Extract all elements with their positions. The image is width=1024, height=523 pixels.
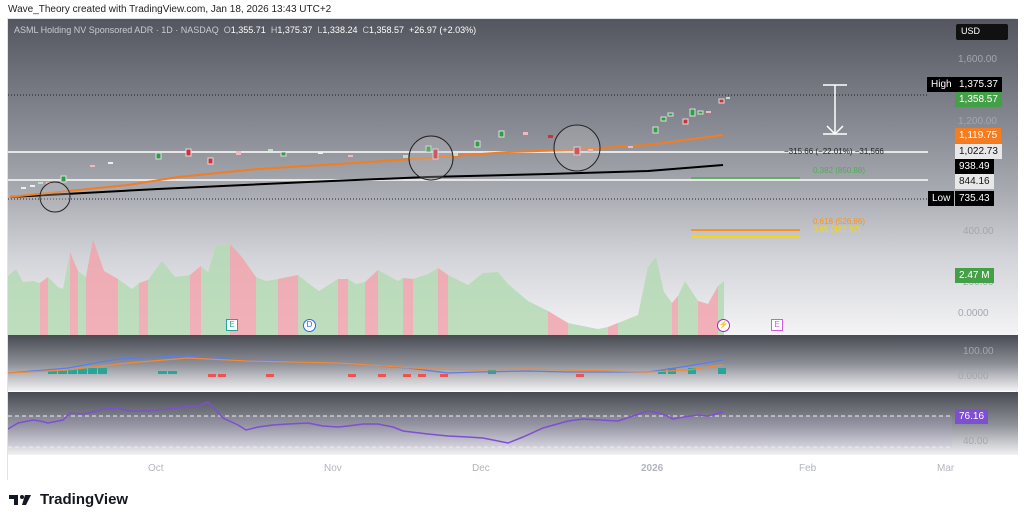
low-price-label: 735.43: [955, 191, 994, 206]
close-value: 1,358.57: [368, 25, 405, 35]
pane-separator[interactable]: [8, 335, 1018, 336]
last-price-label: 1,358.57: [955, 92, 1002, 107]
upcoming-earnings-icon[interactable]: E: [771, 319, 783, 331]
symbol-name: ASML Holding NV Sponsored ADR · 1D · NAS…: [14, 25, 219, 35]
price-tick: 0.0000: [958, 308, 989, 319]
fib-0618-label: 0.618 (526.86): [813, 217, 866, 226]
price-plot: [8, 84, 928, 335]
chart-credit: Wave_Theory created with TradingView.com…: [8, 4, 332, 15]
tradingview-logo-icon: [9, 494, 31, 505]
macd-tick: 0.0000: [958, 371, 989, 382]
ema-orange-label: 1,119.75: [955, 128, 1002, 143]
pane-separator[interactable]: [8, 392, 1018, 393]
change-value: +26.97 (+2.03%): [409, 25, 477, 35]
high-tag: High: [927, 77, 956, 92]
earnings-event-icon[interactable]: E: [226, 319, 238, 331]
time-axis[interactable]: Oct Nov Dec 2026 Feb Mar: [8, 455, 1018, 481]
candles: [21, 97, 730, 189]
high-value: 1,375.37: [277, 25, 313, 35]
dividend-event-icon[interactable]: D: [303, 319, 316, 332]
ema-black-label: 938.49: [955, 159, 994, 174]
time-label-2026: 2026: [641, 463, 664, 474]
low-tag: Low: [928, 191, 955, 206]
open-label: O: [223, 25, 231, 35]
macd-pane[interactable]: 100.00 0.0000: [8, 336, 1018, 391]
fib-0382-label: 0.382 (850.88): [813, 166, 866, 175]
time-label-oct: Oct: [148, 463, 164, 474]
currency-button[interactable]: USD: [956, 24, 1008, 40]
high-label: H: [270, 25, 278, 35]
volume-area: [8, 239, 724, 335]
rsi-value-label: 76.16: [955, 409, 989, 424]
price-tick: 400.00: [963, 226, 994, 237]
rsi-pane[interactable]: 76.16 40.00: [8, 393, 1018, 455]
hline-label-2: 844.16: [955, 174, 994, 189]
measure-label: −315.66 (−22.01%) −31,566: [784, 147, 884, 156]
tradingview-logo-text: TradingView: [40, 491, 129, 508]
low-label: L: [317, 25, 323, 35]
fib-065-label: 0.65 (482.92): [813, 225, 861, 234]
low-value: 1,338.24: [322, 25, 358, 35]
chart-area[interactable]: ASML Holding NV Sponsored ADR · 1D · NAS…: [7, 18, 1018, 481]
volume-label: 2.47 M: [955, 268, 994, 283]
price-pane[interactable]: ASML Holding NV Sponsored ADR · 1D · NAS…: [8, 19, 1018, 335]
time-label-feb: Feb: [799, 463, 817, 474]
rsi-tick: 40.00: [963, 436, 989, 447]
close-label: C: [362, 25, 369, 35]
news-event-icon[interactable]: ⚡: [717, 319, 730, 332]
rsi-plot: [8, 401, 952, 448]
time-label-dec: Dec: [472, 463, 490, 474]
high-price-label: 1,375.37: [955, 77, 1002, 92]
symbol-legend[interactable]: ASML Holding NV Sponsored ADR · 1D · NAS…: [14, 25, 476, 35]
price-tick: 1,600.00: [958, 54, 997, 65]
time-label-nov: Nov: [324, 463, 342, 474]
macd-tick: 100.00: [963, 346, 994, 357]
price-tick: 1,200.00: [958, 116, 997, 127]
open-value: 1,355.71: [230, 25, 266, 35]
time-label-mar: Mar: [937, 463, 955, 474]
macd-plot: [8, 355, 726, 377]
tradingview-logo[interactable]: TradingView: [9, 491, 128, 508]
hline-label-1: 1,022.73: [955, 144, 1002, 159]
